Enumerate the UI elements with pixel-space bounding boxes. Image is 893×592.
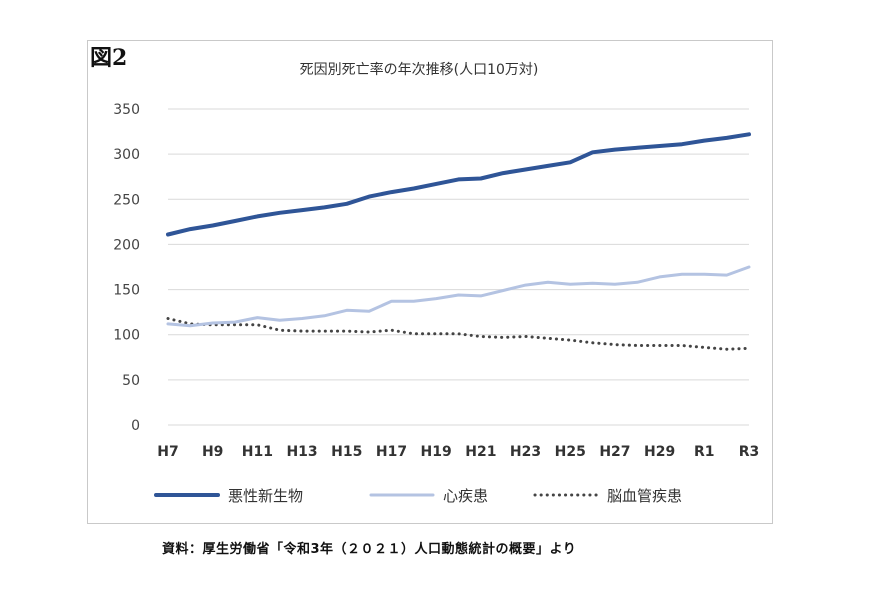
x-tick-label: H11 xyxy=(242,444,273,460)
x-tick-label: H27 xyxy=(599,444,630,460)
y-tick-label: 0 xyxy=(131,418,140,434)
series-line-2 xyxy=(166,317,751,351)
x-tick-label: H7 xyxy=(157,444,178,460)
y-tick-label: 300 xyxy=(113,147,140,163)
series-line-1 xyxy=(166,265,751,328)
x-tick-label: H25 xyxy=(555,444,586,460)
x-tick-label: R1 xyxy=(694,444,715,460)
x-tick-label: H13 xyxy=(286,444,317,460)
figure-label: 図2 xyxy=(90,45,128,71)
series-line-0 xyxy=(166,132,751,237)
y-tick-label: 100 xyxy=(113,328,140,344)
x-tick-label: H21 xyxy=(465,444,496,460)
legend-label: 脳血管疾患 xyxy=(607,487,682,505)
y-tick-label: 200 xyxy=(113,237,140,253)
source-note: 資料：厚生労働省「令和3年（２０２１）人口動態統計の概要」より xyxy=(162,542,577,557)
y-tick-label: 50 xyxy=(122,373,140,389)
line-chart: 死因別死亡率の年次推移(人口10万対) 0 50 100 150 200 250 300 35… xyxy=(113,61,760,505)
x-tick-label: H23 xyxy=(510,444,541,460)
x-tick-label: H19 xyxy=(421,444,452,460)
x-tick-label: R3 xyxy=(739,444,760,460)
chart-frame: 死因別死亡率の年次推移(人口10万対) 0 50 100 150 200 250 300 35… xyxy=(87,40,773,524)
legend-label: 悪性新生物 xyxy=(228,487,303,505)
x-tick-label: H29 xyxy=(644,444,675,460)
x-tick-label: H9 xyxy=(202,444,223,460)
y-tick-label: 350 xyxy=(113,102,140,118)
x-tick-label: H15 xyxy=(331,444,362,460)
x-tick-label: H17 xyxy=(376,444,407,460)
legend-label: 心疾患 xyxy=(443,487,488,505)
y-tick-label: 150 xyxy=(113,283,140,299)
chart-title: 死因別死亡率の年次推移(人口10万対) xyxy=(300,61,539,78)
y-tick-label: 250 xyxy=(113,192,140,208)
